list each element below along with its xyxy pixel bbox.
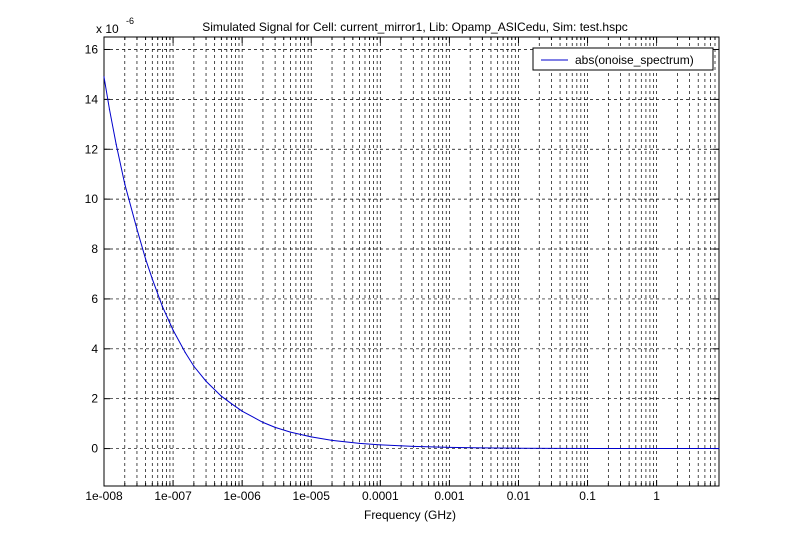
data-point bbox=[586, 447, 589, 450]
plot-area-frame bbox=[103, 36, 720, 487]
y-tick-label: 10 bbox=[85, 192, 99, 206]
x-tick-labels: 1e-008 1e-007 1e-006 1e-005 0.0001 0.001 0.01 0… bbox=[85, 489, 660, 503]
data-point bbox=[310, 436, 312, 438]
x-tick-label: 0.0001 bbox=[362, 489, 399, 503]
data-point bbox=[103, 76, 105, 78]
data-point bbox=[656, 447, 658, 450]
data-point bbox=[136, 228, 138, 230]
chart-title: Simulated Signal for Cell: current_mirro… bbox=[202, 20, 628, 34]
data-point bbox=[448, 446, 450, 448]
y-tick-labels: 0 2 4 6 8 10 12 14 16 bbox=[85, 42, 99, 455]
x-tick-label: 0.001 bbox=[434, 489, 464, 503]
data-point bbox=[412, 445, 414, 447]
data-point bbox=[481, 447, 483, 449]
data-point bbox=[331, 439, 333, 441]
data-point bbox=[289, 431, 292, 433]
data-point bbox=[517, 447, 520, 449]
legend: abs(onoise_spectrum) bbox=[532, 47, 714, 71]
data-point bbox=[184, 351, 186, 354]
y-tick-label: 4 bbox=[91, 342, 98, 356]
x-tick-label: 0.01 bbox=[507, 489, 531, 503]
data-point bbox=[144, 258, 147, 260]
x-tick-label: 1e-006 bbox=[223, 489, 261, 503]
y-tick-label: 8 bbox=[91, 242, 98, 256]
series-points bbox=[103, 76, 720, 450]
data-point bbox=[115, 143, 117, 145]
y-multiplier: x 10 bbox=[96, 22, 119, 36]
data-point bbox=[151, 278, 153, 280]
data-point bbox=[274, 426, 276, 428]
y-tick-label: 6 bbox=[91, 292, 98, 306]
legend-label: abs(onoise_spectrum) bbox=[575, 53, 694, 67]
x-tick-label: 1e-005 bbox=[293, 489, 331, 503]
x-tick-label: 1 bbox=[653, 489, 660, 503]
data-point bbox=[108, 108, 111, 110]
data-point bbox=[161, 305, 163, 307]
y-tick-label: 12 bbox=[85, 142, 99, 156]
x-tick-label: 1e-008 bbox=[85, 489, 123, 503]
data-point bbox=[379, 444, 381, 446]
data-point bbox=[205, 380, 207, 382]
y-tick-label: 0 bbox=[91, 442, 98, 456]
data-point bbox=[220, 395, 222, 397]
y-tick-label: 2 bbox=[91, 392, 98, 406]
data-point bbox=[358, 442, 361, 444]
grid bbox=[103, 37, 720, 486]
data-point bbox=[262, 421, 264, 423]
series-line bbox=[103, 76, 720, 450]
axis-ticks bbox=[103, 37, 720, 486]
data-point bbox=[193, 365, 195, 367]
y-tick-label: 14 bbox=[85, 92, 99, 106]
data-point bbox=[241, 410, 243, 412]
data-point bbox=[718, 447, 720, 450]
legend-box bbox=[532, 47, 714, 71]
data-point bbox=[124, 183, 126, 185]
data-point bbox=[172, 329, 174, 331]
x-tick-label: 0.1 bbox=[579, 489, 596, 503]
y-multiplier-exponent: -6 bbox=[126, 16, 134, 26]
y-tick-label: 16 bbox=[85, 42, 99, 56]
x-axis-label: Frequency (GHz) bbox=[364, 508, 456, 522]
data-point bbox=[230, 403, 233, 405]
x-tick-label: 1e-007 bbox=[154, 489, 192, 503]
